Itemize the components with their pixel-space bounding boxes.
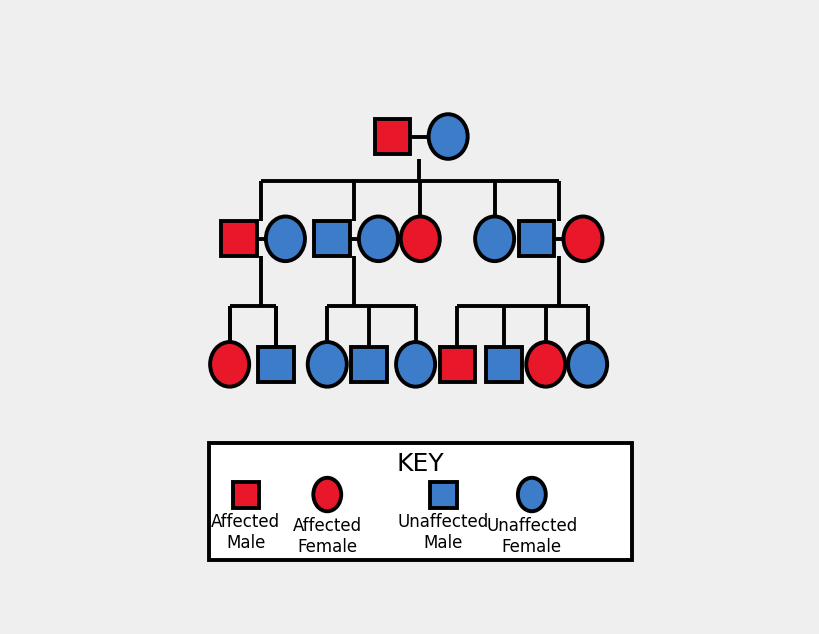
FancyBboxPatch shape [258,347,293,382]
FancyBboxPatch shape [209,443,631,560]
Ellipse shape [396,342,435,387]
FancyBboxPatch shape [430,481,456,508]
Text: Unaffected
Male: Unaffected Male [397,513,488,552]
FancyBboxPatch shape [221,221,256,257]
Text: KEY: KEY [396,452,444,476]
Ellipse shape [518,478,545,511]
FancyBboxPatch shape [374,119,410,154]
FancyBboxPatch shape [233,481,259,508]
Ellipse shape [307,342,346,387]
Ellipse shape [400,216,439,261]
FancyBboxPatch shape [518,221,554,257]
Ellipse shape [359,216,397,261]
Ellipse shape [313,478,341,511]
Ellipse shape [265,216,305,261]
Ellipse shape [563,216,602,261]
Text: Affected
Female: Affected Female [292,517,361,555]
Ellipse shape [568,342,606,387]
Text: Affected
Male: Affected Male [211,513,280,552]
FancyBboxPatch shape [314,221,349,257]
FancyBboxPatch shape [439,347,474,382]
Ellipse shape [428,114,467,159]
FancyBboxPatch shape [486,347,521,382]
Ellipse shape [526,342,564,387]
FancyBboxPatch shape [351,347,387,382]
Text: Unaffected
Female: Unaffected Female [486,517,577,555]
Ellipse shape [474,216,514,261]
Ellipse shape [210,342,249,387]
